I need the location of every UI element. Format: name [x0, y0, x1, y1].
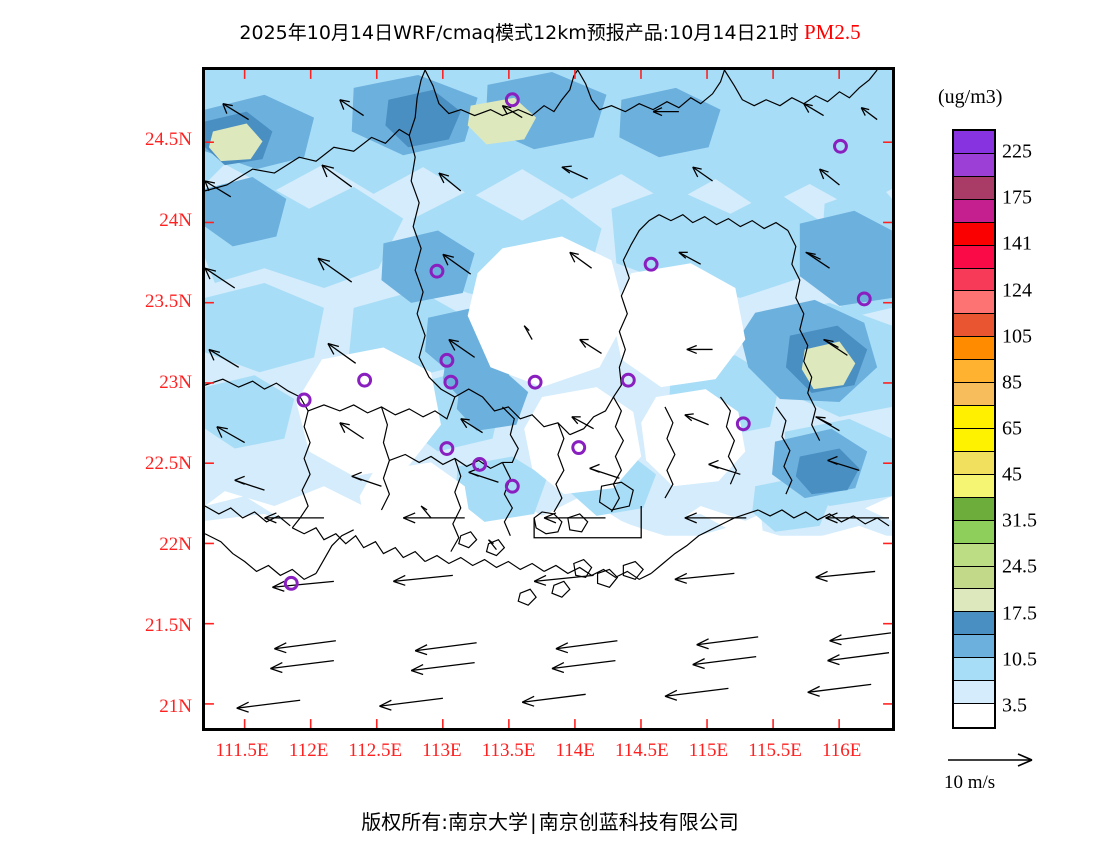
- colorbar-tick-label: 175: [1002, 186, 1032, 209]
- colorbar-cell[interactable]: [954, 589, 994, 613]
- colorbar-cell[interactable]: [954, 543, 994, 567]
- colorbar-cell[interactable]: [954, 199, 994, 223]
- colorbar-cell[interactable]: [954, 131, 994, 154]
- colorbar-tick-label: 24.5: [1002, 555, 1037, 578]
- colorbar-cell[interactable]: [954, 314, 994, 338]
- forecast-map-panel[interactable]: [202, 67, 895, 731]
- colorbar-cell[interactable]: [954, 474, 994, 498]
- x-axis-label: 111.5E: [215, 740, 269, 761]
- colorbar-tick-label: 65: [1002, 417, 1022, 440]
- colorbar-cell[interactable]: [954, 406, 994, 429]
- city-marker[interactable]: [504, 92, 520, 108]
- colorbar-cell[interactable]: [954, 612, 994, 636]
- colorbar-cell[interactable]: [954, 635, 994, 659]
- x-axis-label: 116E: [821, 740, 862, 761]
- colorbar-tick-label: 3.5: [1002, 694, 1027, 717]
- city-marker[interactable]: [735, 416, 751, 432]
- y-axis-label: 22N: [159, 533, 192, 555]
- colorbar-tick-label: 141: [1002, 232, 1032, 255]
- x-axis-label: 112E: [288, 740, 329, 761]
- x-axis-label: 113E: [422, 740, 462, 761]
- colorbar-tick-label: 225: [1002, 140, 1032, 163]
- colorbar-unit-label: (ug/m3): [938, 86, 1003, 108]
- city-marker[interactable]: [620, 372, 636, 388]
- city-marker[interactable]: [429, 263, 445, 279]
- administrative-boundaries: [205, 70, 890, 606]
- colorbar-cell[interactable]: [954, 383, 994, 407]
- city-marker[interactable]: [833, 138, 848, 154]
- colorbar-cell[interactable]: [954, 360, 994, 384]
- city-marker[interactable]: [283, 575, 299, 591]
- colorbar-cell[interactable]: [954, 268, 994, 292]
- footer-copyright-text: 版权所有:南京大学: [361, 810, 528, 834]
- city-marker[interactable]: [856, 291, 872, 307]
- colorbar-tick-label: 45: [1002, 463, 1022, 486]
- x-axis-label: 114E: [555, 740, 595, 761]
- x-axis-label: 114.5E: [614, 740, 669, 761]
- colorbar-cell[interactable]: [954, 153, 994, 177]
- city-marker[interactable]: [504, 478, 520, 494]
- y-axis-label: 24N: [159, 209, 192, 231]
- wind-vector-field: [205, 99, 892, 713]
- y-axis-label: 21.5N: [145, 614, 192, 636]
- wind-scale-legend: 10 m/s: [944, 748, 1074, 798]
- map-canvas: [205, 70, 892, 728]
- title-variable-label: PM2.5: [803, 20, 861, 44]
- wind-scale-label: 10 m/s: [944, 772, 996, 793]
- city-marker[interactable]: [571, 440, 587, 455]
- y-axis-label: 23.5N: [145, 290, 192, 312]
- colorbar-tick-label: 105: [1002, 325, 1032, 348]
- colorbar-cell[interactable]: [954, 222, 994, 246]
- colorbar-cell[interactable]: [954, 704, 994, 727]
- city-marker[interactable]: [527, 374, 543, 390]
- arrow-right-icon: [948, 753, 1033, 767]
- colorbar-cell[interactable]: [954, 451, 994, 475]
- city-marker[interactable]: [443, 374, 459, 390]
- x-axis-label: 112.5E: [348, 740, 403, 761]
- colorbar-cell[interactable]: [954, 428, 994, 452]
- footer-copyright: 版权所有:南京大学 | 南京创蓝科技有限公司: [0, 806, 1100, 835]
- y-axis-label: 23N: [159, 371, 192, 393]
- colorbar-cell[interactable]: [954, 245, 994, 269]
- colorbar-cell[interactable]: [954, 658, 994, 682]
- footer-separator: |: [530, 810, 537, 834]
- title-main-text: 2025年10月14日WRF/cmaq模式12km预报产品:10月14日21时: [239, 22, 799, 44]
- colorbar-tick-label: 85: [1002, 371, 1022, 394]
- colorbar-cell[interactable]: [954, 566, 994, 590]
- axis-ticks: [205, 70, 892, 728]
- colorbar-tick-label: 31.5: [1002, 509, 1037, 532]
- y-axis-label: 24.5N: [145, 128, 192, 150]
- x-axis-label: 115E: [688, 740, 729, 761]
- city-marker[interactable]: [296, 392, 312, 408]
- concentration-field: [205, 70, 892, 728]
- city-marker[interactable]: [472, 456, 488, 472]
- colorbar-cell[interactable]: [954, 291, 994, 315]
- page-title: 2025年10月14日WRF/cmaq模式12km预报产品:10月14日21时 …: [0, 18, 1100, 45]
- city-marker[interactable]: [357, 372, 373, 388]
- y-axis-label: 21N: [159, 695, 192, 717]
- x-axis-label: 115.5E: [748, 740, 802, 761]
- colorbar-tick-label: 17.5: [1002, 602, 1037, 625]
- x-axis-label: 113.5E: [481, 740, 536, 761]
- colorbar-cell[interactable]: [954, 681, 994, 705]
- colorbar-cell[interactable]: [954, 497, 994, 521]
- colorbar-cell[interactable]: [954, 520, 994, 544]
- city-marker[interactable]: [439, 441, 455, 456]
- colorbar[interactable]: [952, 129, 996, 729]
- y-axis-label: 22.5N: [145, 452, 192, 474]
- colorbar-cell[interactable]: [954, 176, 994, 200]
- city-marker[interactable]: [439, 352, 455, 368]
- colorbar-tick-label: 124: [1002, 279, 1032, 302]
- city-marker-group[interactable]: [283, 92, 872, 591]
- city-marker[interactable]: [643, 256, 659, 272]
- colorbar-tick-label: 10.5: [1002, 648, 1037, 671]
- footer-company-text: 南京创蓝科技有限公司: [538, 810, 739, 834]
- colorbar-cell[interactable]: [954, 337, 994, 361]
